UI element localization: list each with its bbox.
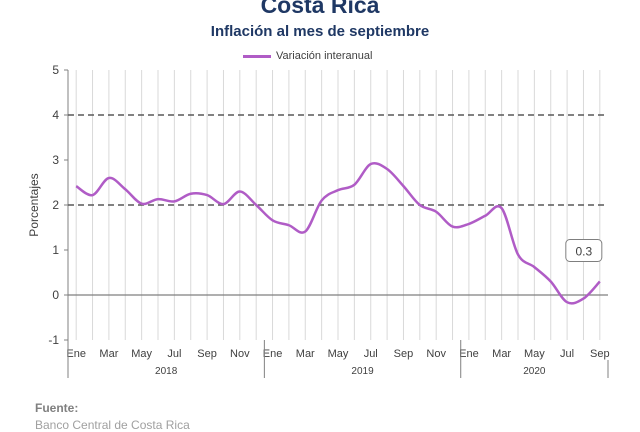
data-point (550, 280, 552, 282)
data-point (517, 253, 519, 255)
data-point (370, 163, 372, 165)
chart-title: Costa Rica (260, 0, 380, 18)
x-tick-label: Sep (197, 348, 217, 360)
x-tick-label: Mar (492, 348, 511, 360)
x-tick-label: Sep (590, 348, 610, 360)
x-tick-label: Jul (560, 348, 574, 360)
x-tick-label: Mar (296, 348, 315, 360)
y-tick-label: 0 (52, 288, 59, 302)
y-tick-label: 5 (52, 63, 59, 77)
y-tick-label: 3 (52, 153, 59, 167)
year-label: 2018 (155, 366, 178, 377)
y-axis-title: Porcentajes (27, 173, 41, 236)
data-point (500, 207, 502, 209)
data-point (386, 168, 388, 170)
footer-source: Banco Central de Costa Rica (35, 418, 190, 432)
data-point (402, 185, 404, 187)
data-point (419, 204, 421, 206)
x-tick-label: Nov (230, 348, 250, 360)
x-tick-label: Nov (426, 348, 446, 360)
data-point (206, 194, 208, 196)
footer-label: Fuente: (35, 401, 79, 415)
x-tick-label: Jul (364, 348, 378, 360)
x-tick-label: May (328, 348, 349, 360)
data-point (451, 225, 453, 227)
data-point (255, 204, 257, 206)
x-tick-label: May (131, 348, 152, 360)
legend-label: Variación interanual (276, 50, 373, 62)
y-tick-label: 4 (52, 108, 59, 122)
data-point (468, 223, 470, 225)
x-tick-label: Ene (66, 348, 86, 360)
x-tick-label: May (524, 348, 545, 360)
data-point (222, 203, 224, 205)
data-point (75, 185, 77, 187)
x-tick-label: Ene (459, 348, 479, 360)
series-line (75, 161, 601, 305)
legend-swatch (243, 54, 271, 58)
data-point (288, 224, 290, 226)
data-point (582, 297, 584, 299)
data-point (271, 219, 273, 221)
x-tick-label: Mar (99, 348, 118, 360)
data-point (320, 199, 322, 201)
data-point (190, 193, 192, 195)
y-tick-label: 1 (52, 243, 59, 257)
data-point (173, 200, 175, 202)
data-point (304, 230, 306, 232)
year-label: 2019 (351, 366, 374, 377)
x-tick-label: Sep (394, 348, 414, 360)
chart-subtitle: Inflación al mes de septiembre (210, 23, 430, 40)
legend: Variación interanual (243, 49, 372, 63)
data-point (599, 280, 601, 282)
annotation-label: 0.3 (575, 245, 592, 259)
data-point (435, 211, 437, 213)
x-tick-label: Jul (167, 348, 181, 360)
x-tick-label: Ene (263, 348, 283, 360)
data-point (140, 202, 142, 204)
data-point (108, 177, 110, 179)
data-point (533, 266, 535, 268)
data-point (157, 198, 159, 200)
year-label: 2020 (523, 366, 546, 377)
y-tick-label: 2 (52, 198, 59, 212)
y-tick-label: -1 (48, 333, 59, 347)
data-point (566, 301, 568, 303)
data-point (91, 194, 93, 196)
annotation-box (565, 239, 603, 262)
data-point (124, 188, 126, 190)
data-point (239, 190, 241, 192)
data-point (337, 189, 339, 191)
data-point (484, 215, 486, 217)
data-point (353, 184, 355, 186)
